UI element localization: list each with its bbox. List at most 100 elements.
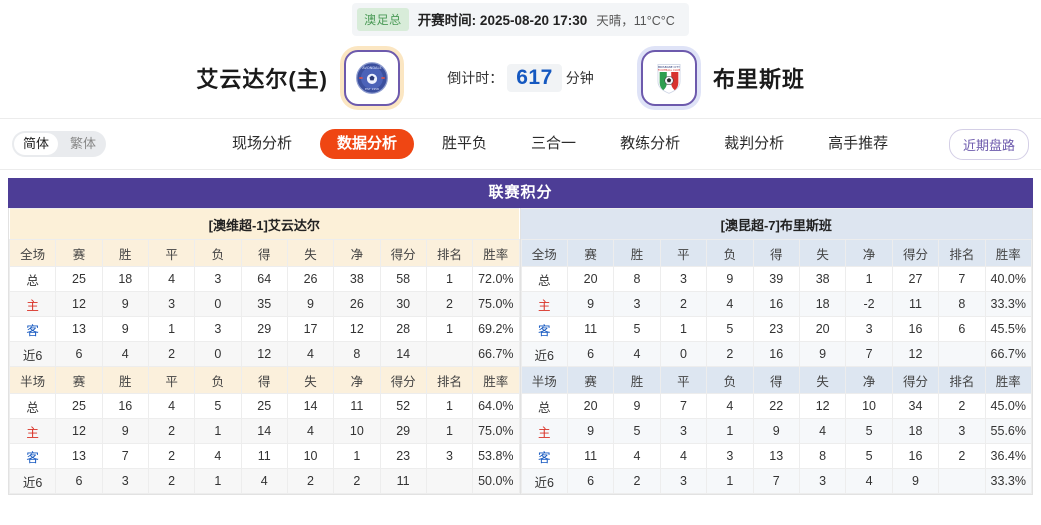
column-header-4: 负 (706, 239, 754, 267)
column-header-6: 失 (798, 366, 847, 394)
column-header-10: 胜率 (472, 366, 520, 394)
tab-0[interactable]: 现场分析 (232, 135, 293, 152)
tab-4[interactable]: 教练分析 (620, 135, 681, 152)
cell-失: 17 (286, 316, 335, 342)
table-row: 近6 6 2 3 1 7 3 4 9 33.3% (520, 468, 1033, 494)
cell-win-rate: 40.0% (984, 266, 1033, 292)
cell-排名: 3 (938, 418, 986, 444)
row-label: 主 (8, 418, 57, 444)
cell-平: 2 (147, 443, 196, 469)
column-header-0: 半场 (8, 366, 57, 394)
cell-得分: 58 (379, 266, 427, 292)
analysis-nav: 简体 繁体 现场分析 数据分析 胜平负 三合一 教练分析 裁判分析 高手推荐 近期盘路 (0, 118, 1041, 170)
countdown-unit: 分钟 (565, 70, 594, 86)
table-row: 客 11 5 1 5 23 20 3 16 6 45.5% (520, 316, 1033, 342)
cell-得分: 18 (891, 418, 940, 444)
recent-odds-button[interactable]: 近期盘路 (948, 128, 1029, 160)
cell-净: 1 (845, 266, 893, 292)
row-label: 客 (8, 316, 57, 342)
cell-得: 39 (752, 266, 800, 292)
tab-3[interactable]: 三合一 (531, 135, 577, 152)
cell-赛: 25 (55, 266, 103, 292)
table-row: 近6 6 4 2 0 12 4 8 14 66.7% (8, 341, 520, 367)
cell-排名 (938, 341, 986, 367)
cell-净: 1 (333, 443, 381, 469)
cell-净: 3 (845, 316, 893, 342)
cell-得: 4 (240, 468, 288, 494)
away-team[interactable]: BRISBANE CITY FOOTBALL CLUB 布里斯班 (641, 50, 1041, 106)
cell-排名: 1 (425, 316, 474, 342)
tab-5[interactable]: 裁判分析 (724, 135, 785, 152)
cell-得: 23 (752, 316, 800, 342)
tab-1[interactable]: 数据分析 (320, 129, 415, 159)
cell-胜: 4 (613, 443, 661, 469)
tab-6[interactable]: 高手推荐 (828, 135, 889, 152)
row-label: 总 (520, 266, 568, 292)
column-header-10: 胜率 (984, 366, 1033, 394)
countdown-label: 倒计时： (447, 70, 504, 86)
cell-赛: 13 (55, 316, 103, 342)
cell-得: 29 (240, 316, 288, 342)
column-header-8: 得分 (891, 366, 940, 394)
cell-平: 2 (147, 418, 196, 444)
svg-text:BRISBANE CITY: BRISBANE CITY (658, 65, 680, 69)
table-row: 主 12 9 3 0 35 9 26 30 2 75.0% (8, 291, 520, 317)
column-header-5: 得 (752, 366, 800, 394)
cell-win-rate: 45.0% (984, 393, 1033, 419)
cell-胜: 4 (101, 341, 149, 367)
column-header-4: 负 (194, 366, 242, 394)
cell-赛: 20 (566, 393, 615, 419)
column-header-3: 平 (659, 366, 708, 394)
cell-净: 5 (845, 443, 893, 469)
cell-负: 1 (194, 418, 242, 444)
cell-得: 35 (240, 291, 288, 317)
cell-负: 4 (194, 443, 242, 469)
cell-win-rate: 33.3% (984, 468, 1033, 494)
cell-负: 1 (706, 418, 754, 444)
away-team-logo: BRISBANE CITY FOOTBALL CLUB (641, 50, 697, 106)
cell-赛: 9 (566, 291, 615, 317)
match-info-pill: 澳足总 开赛时间: 2025-08-20 17:30 天晴，11°C°C (352, 2, 689, 36)
row-label: 近6 (8, 468, 57, 494)
cell-得分: 52 (379, 393, 427, 419)
cell-平: 2 (147, 468, 196, 494)
svg-text:EST 1958: EST 1958 (365, 87, 379, 91)
cell-胜: 5 (613, 418, 661, 444)
cell-净: 7 (845, 341, 893, 367)
cell-得: 11 (240, 443, 288, 469)
cell-得分: 11 (379, 468, 427, 494)
cell-得: 12 (240, 341, 288, 367)
home-team-name: 艾云达尔(主) (196, 67, 328, 92)
table-row: 总 25 18 4 3 64 26 38 58 1 72.0% (8, 266, 520, 292)
table-row: 客 13 7 2 4 11 10 1 23 3 53.8% (8, 443, 520, 469)
cell-净: 26 (333, 291, 381, 317)
cell-得: 25 (240, 393, 288, 419)
cell-净: 38 (333, 266, 381, 292)
language-toggle[interactable]: 简体 繁体 (12, 131, 107, 157)
column-header-9: 排名 (425, 239, 474, 267)
row-label: 总 (520, 393, 568, 419)
cell-得: 16 (752, 291, 800, 317)
lang-simplified[interactable]: 简体 (14, 133, 59, 155)
tab-2[interactable]: 胜平负 (442, 135, 488, 152)
cell-负: 9 (706, 266, 754, 292)
cell-排名: 1 (425, 418, 474, 444)
cell-赛: 12 (55, 291, 103, 317)
row-label: 客 (520, 316, 568, 342)
standings-table: [澳昆超-7]布里斯班 全场赛胜平负得失净得分 排名 胜率总 20 8 3 9 39 38 1 27 7… (520, 208, 1033, 494)
cell-win-rate: 66.7% (984, 341, 1033, 367)
home-team[interactable]: 艾云达尔(主) AVONDALE EST 1958 (0, 50, 400, 106)
column-header-7: 净 (333, 366, 381, 394)
cell-负: 2 (706, 341, 754, 367)
kickoff-time: 开赛时间: 2025-08-20 17:30 (417, 13, 588, 28)
league-standings-tables: [澳维超-1]艾云达尔 全场赛胜平负得失净得分 排名 胜率总 25 18 4 3 64 26 38 5… (8, 208, 1033, 495)
lang-traditional[interactable]: 繁体 (70, 136, 97, 151)
cell-胜: 9 (101, 316, 149, 342)
cell-负: 4 (706, 393, 754, 419)
tab-list: 现场分析 数据分析 胜平负 三合一 教练分析 裁判分析 高手推荐 (210, 119, 910, 169)
column-header-1: 赛 (566, 366, 615, 394)
home-team-logo: AVONDALE EST 1958 (344, 50, 400, 106)
cell-净: 5 (845, 418, 893, 444)
cell-平: 3 (659, 418, 708, 444)
cell-win-rate: 45.5% (984, 316, 1033, 342)
